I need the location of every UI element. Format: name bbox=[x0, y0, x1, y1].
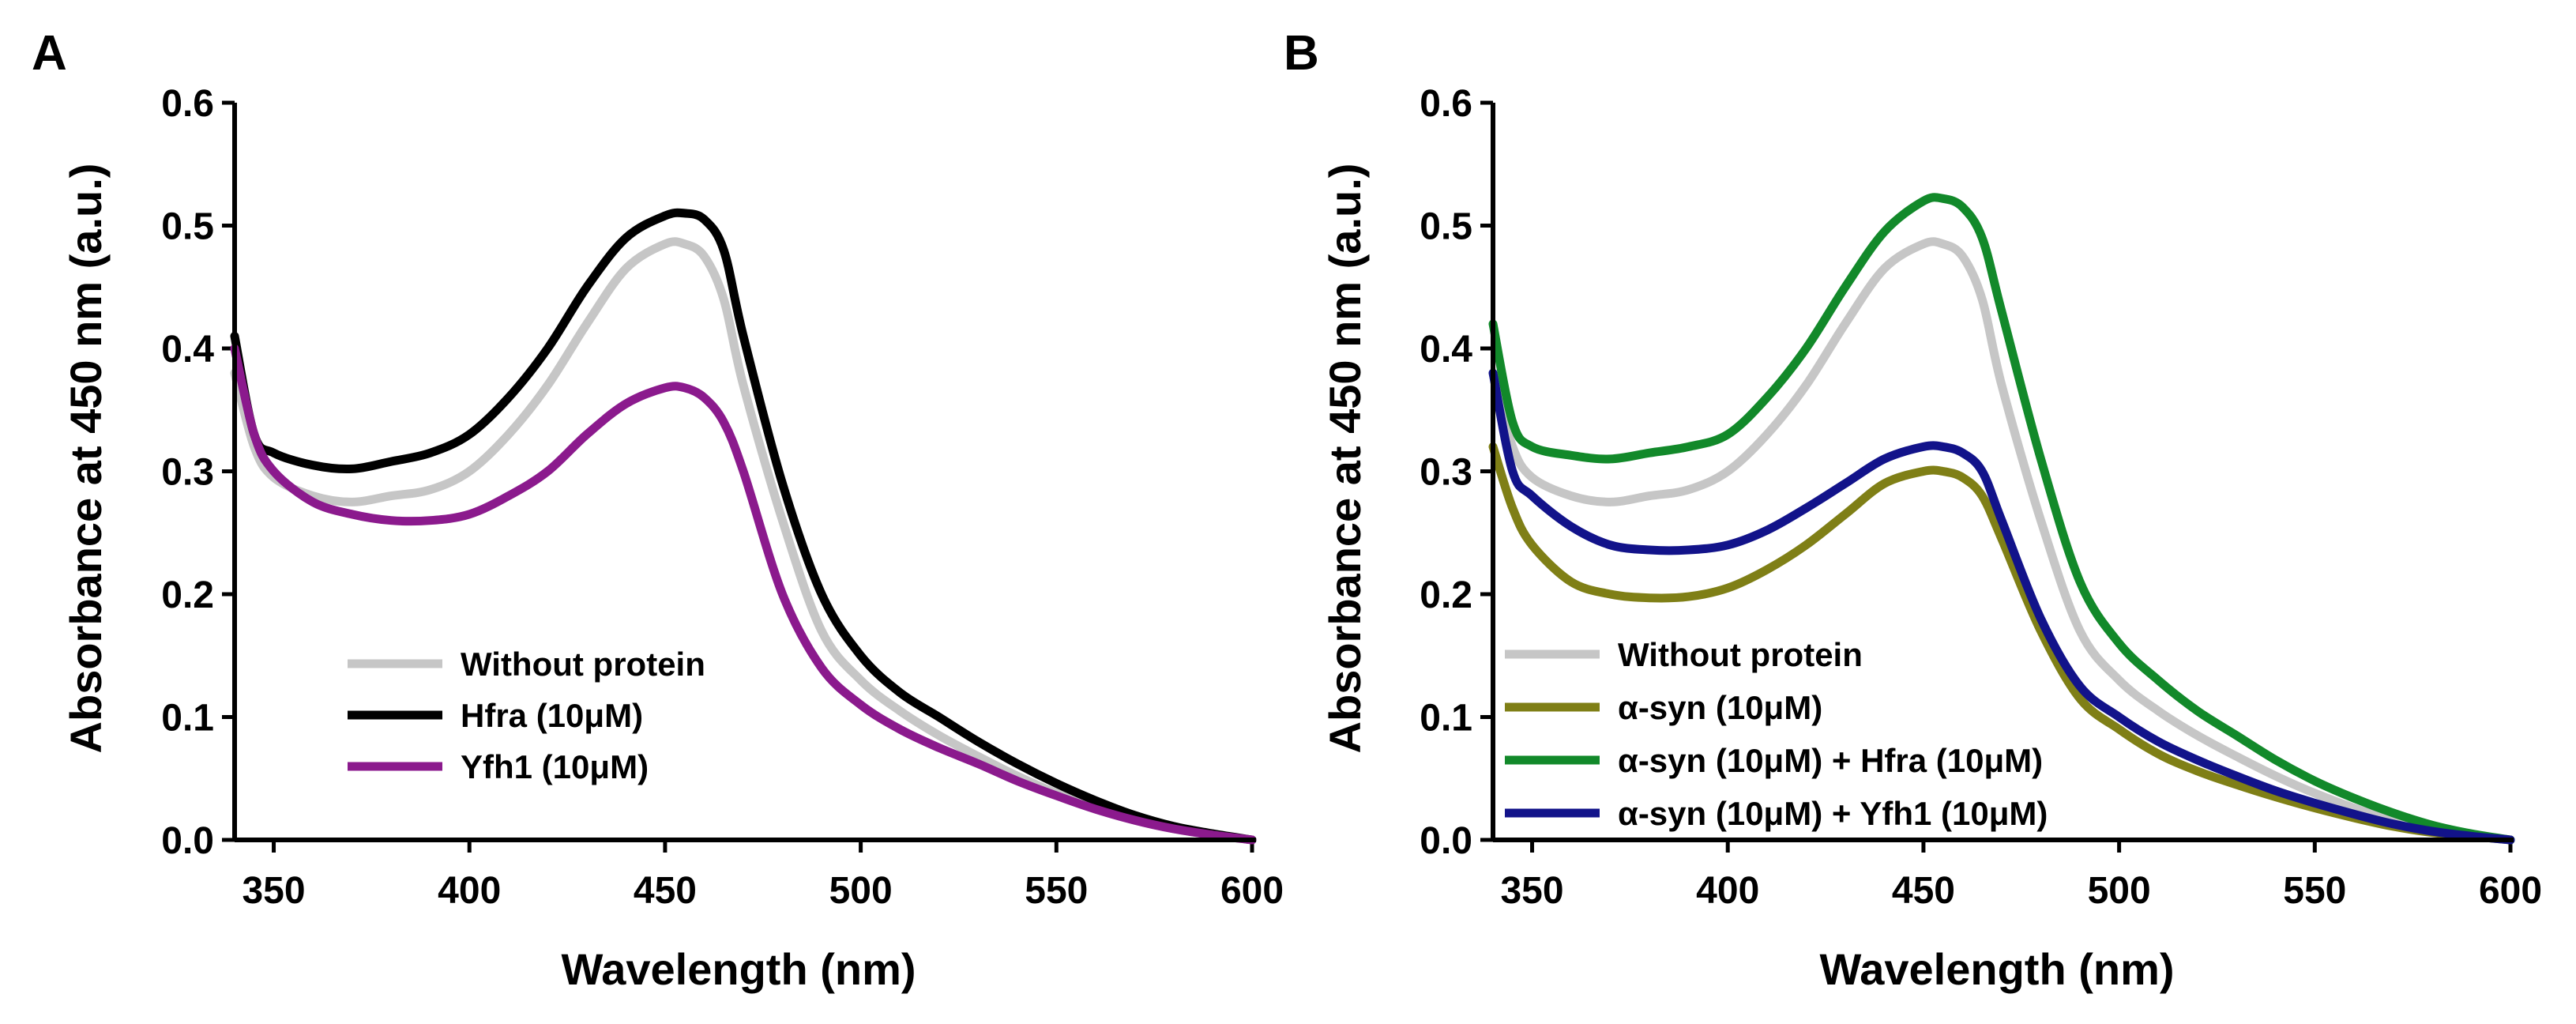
panel-a-x-tick-label: 550 bbox=[1025, 870, 1088, 912]
panel-b-x-tick-label: 600 bbox=[2479, 870, 2542, 912]
panel-a-x-tick-label: 500 bbox=[829, 870, 893, 912]
panel-b-y-tick-label: 0.1 bbox=[1420, 698, 1472, 740]
panel-a-y-tick-label: 0.2 bbox=[161, 574, 214, 616]
panel-a-y-axis-title: Absorbance at 450 nm (a.u.) bbox=[61, 164, 111, 754]
panel-a-y-tick-label: 0.0 bbox=[161, 820, 214, 862]
panel-a-legend: Without protein Hfra (10μM) Yfh1 (10μM) bbox=[348, 646, 705, 785]
panel-b-x-tick-label: 350 bbox=[1500, 870, 1563, 912]
panel-b-series-asyn-yfh1 bbox=[1488, 368, 2515, 845]
panel-b-x-tick-label: 500 bbox=[2088, 870, 2151, 912]
panel-b-legend: Without protein α-syn (10μM) α-syn (10μM) … bbox=[1505, 636, 2048, 832]
panel-a-y-tick-label: 0.6 bbox=[161, 83, 214, 125]
panel-b-y-tick-label: 0.2 bbox=[1420, 574, 1472, 616]
panel-a-x-tick-label: 600 bbox=[1220, 870, 1284, 912]
panel-a-y-tick-label: 0.1 bbox=[161, 698, 214, 740]
panel-b-y-tick-label: 0.0 bbox=[1420, 820, 1472, 862]
panel-b-y-tick-label: 0.3 bbox=[1420, 452, 1472, 494]
panel-b-x-tick-label: 550 bbox=[2283, 870, 2346, 912]
panel-b-x-tick-label: 400 bbox=[1696, 870, 1759, 912]
panel-a-y-tick-label: 0.4 bbox=[161, 329, 214, 371]
panel-a-y-tick-label: 0.3 bbox=[161, 452, 214, 494]
panel-a-series-yfh1 bbox=[230, 344, 1257, 845]
panel-b-series-asyn-hfra bbox=[1488, 193, 2515, 845]
panel-b-series-without-protein bbox=[1488, 237, 2515, 845]
panel-a-legend-label: Without protein bbox=[461, 646, 705, 683]
panel-b: B Absorbance at 450 nm (a.u.) Wavelength… bbox=[1284, 26, 2542, 994]
panel-a: A Absorbance at 450 nm (a.u.) Wavelength… bbox=[32, 26, 1284, 994]
panel-b-ticks: 0.0 0.1 0.2 0.3 0.4 0.5 0.6 350 400 450 500 550 600 bbox=[1420, 83, 2542, 912]
panel-b-legend-label: α-syn (10μM) + Yfh1 (10μM) bbox=[1618, 795, 2048, 832]
panel-a-x-tick-label: 350 bbox=[242, 870, 305, 912]
panel-b-series bbox=[1488, 193, 2515, 845]
panel-b-x-axis-title: Wavelength (nm) bbox=[1819, 944, 2174, 994]
panel-b-y-tick-label: 0.5 bbox=[1420, 206, 1472, 248]
panel-b-legend-label: α-syn (10μM) bbox=[1618, 689, 1822, 726]
panel-b-x-tick-label: 450 bbox=[1892, 870, 1955, 912]
panel-a-legend-label: Yfh1 (10μM) bbox=[461, 748, 649, 785]
panel-b-y-axis-title: Absorbance at 450 nm (a.u.) bbox=[1320, 164, 1370, 754]
panel-a-x-axis-title: Wavelength (nm) bbox=[561, 944, 916, 994]
panel-a-legend-label: Hfra (10μM) bbox=[461, 697, 643, 734]
panel-a-letter: A bbox=[32, 26, 67, 81]
panel-a-x-tick-label: 450 bbox=[634, 870, 697, 912]
panel-b-y-tick-label: 0.6 bbox=[1420, 83, 1472, 125]
panel-b-legend-label: Without protein bbox=[1618, 636, 1863, 673]
panel-a-series-hfra bbox=[230, 208, 1257, 845]
panel-b-series-asyn bbox=[1488, 442, 2515, 845]
panel-a-x-tick-label: 400 bbox=[438, 870, 501, 912]
panel-b-letter: B bbox=[1284, 26, 1319, 81]
panel-a-y-tick-label: 0.5 bbox=[161, 206, 214, 248]
panel-a-ticks: 0.0 0.1 0.2 0.3 0.4 0.5 0.6 350 400 450 500 550 600 bbox=[161, 83, 1284, 912]
panel-a-series bbox=[230, 208, 1257, 845]
panel-b-y-tick-label: 0.4 bbox=[1420, 329, 1472, 371]
panel-b-legend-label: α-syn (10μM) + Hfra (10μM) bbox=[1618, 742, 2043, 779]
